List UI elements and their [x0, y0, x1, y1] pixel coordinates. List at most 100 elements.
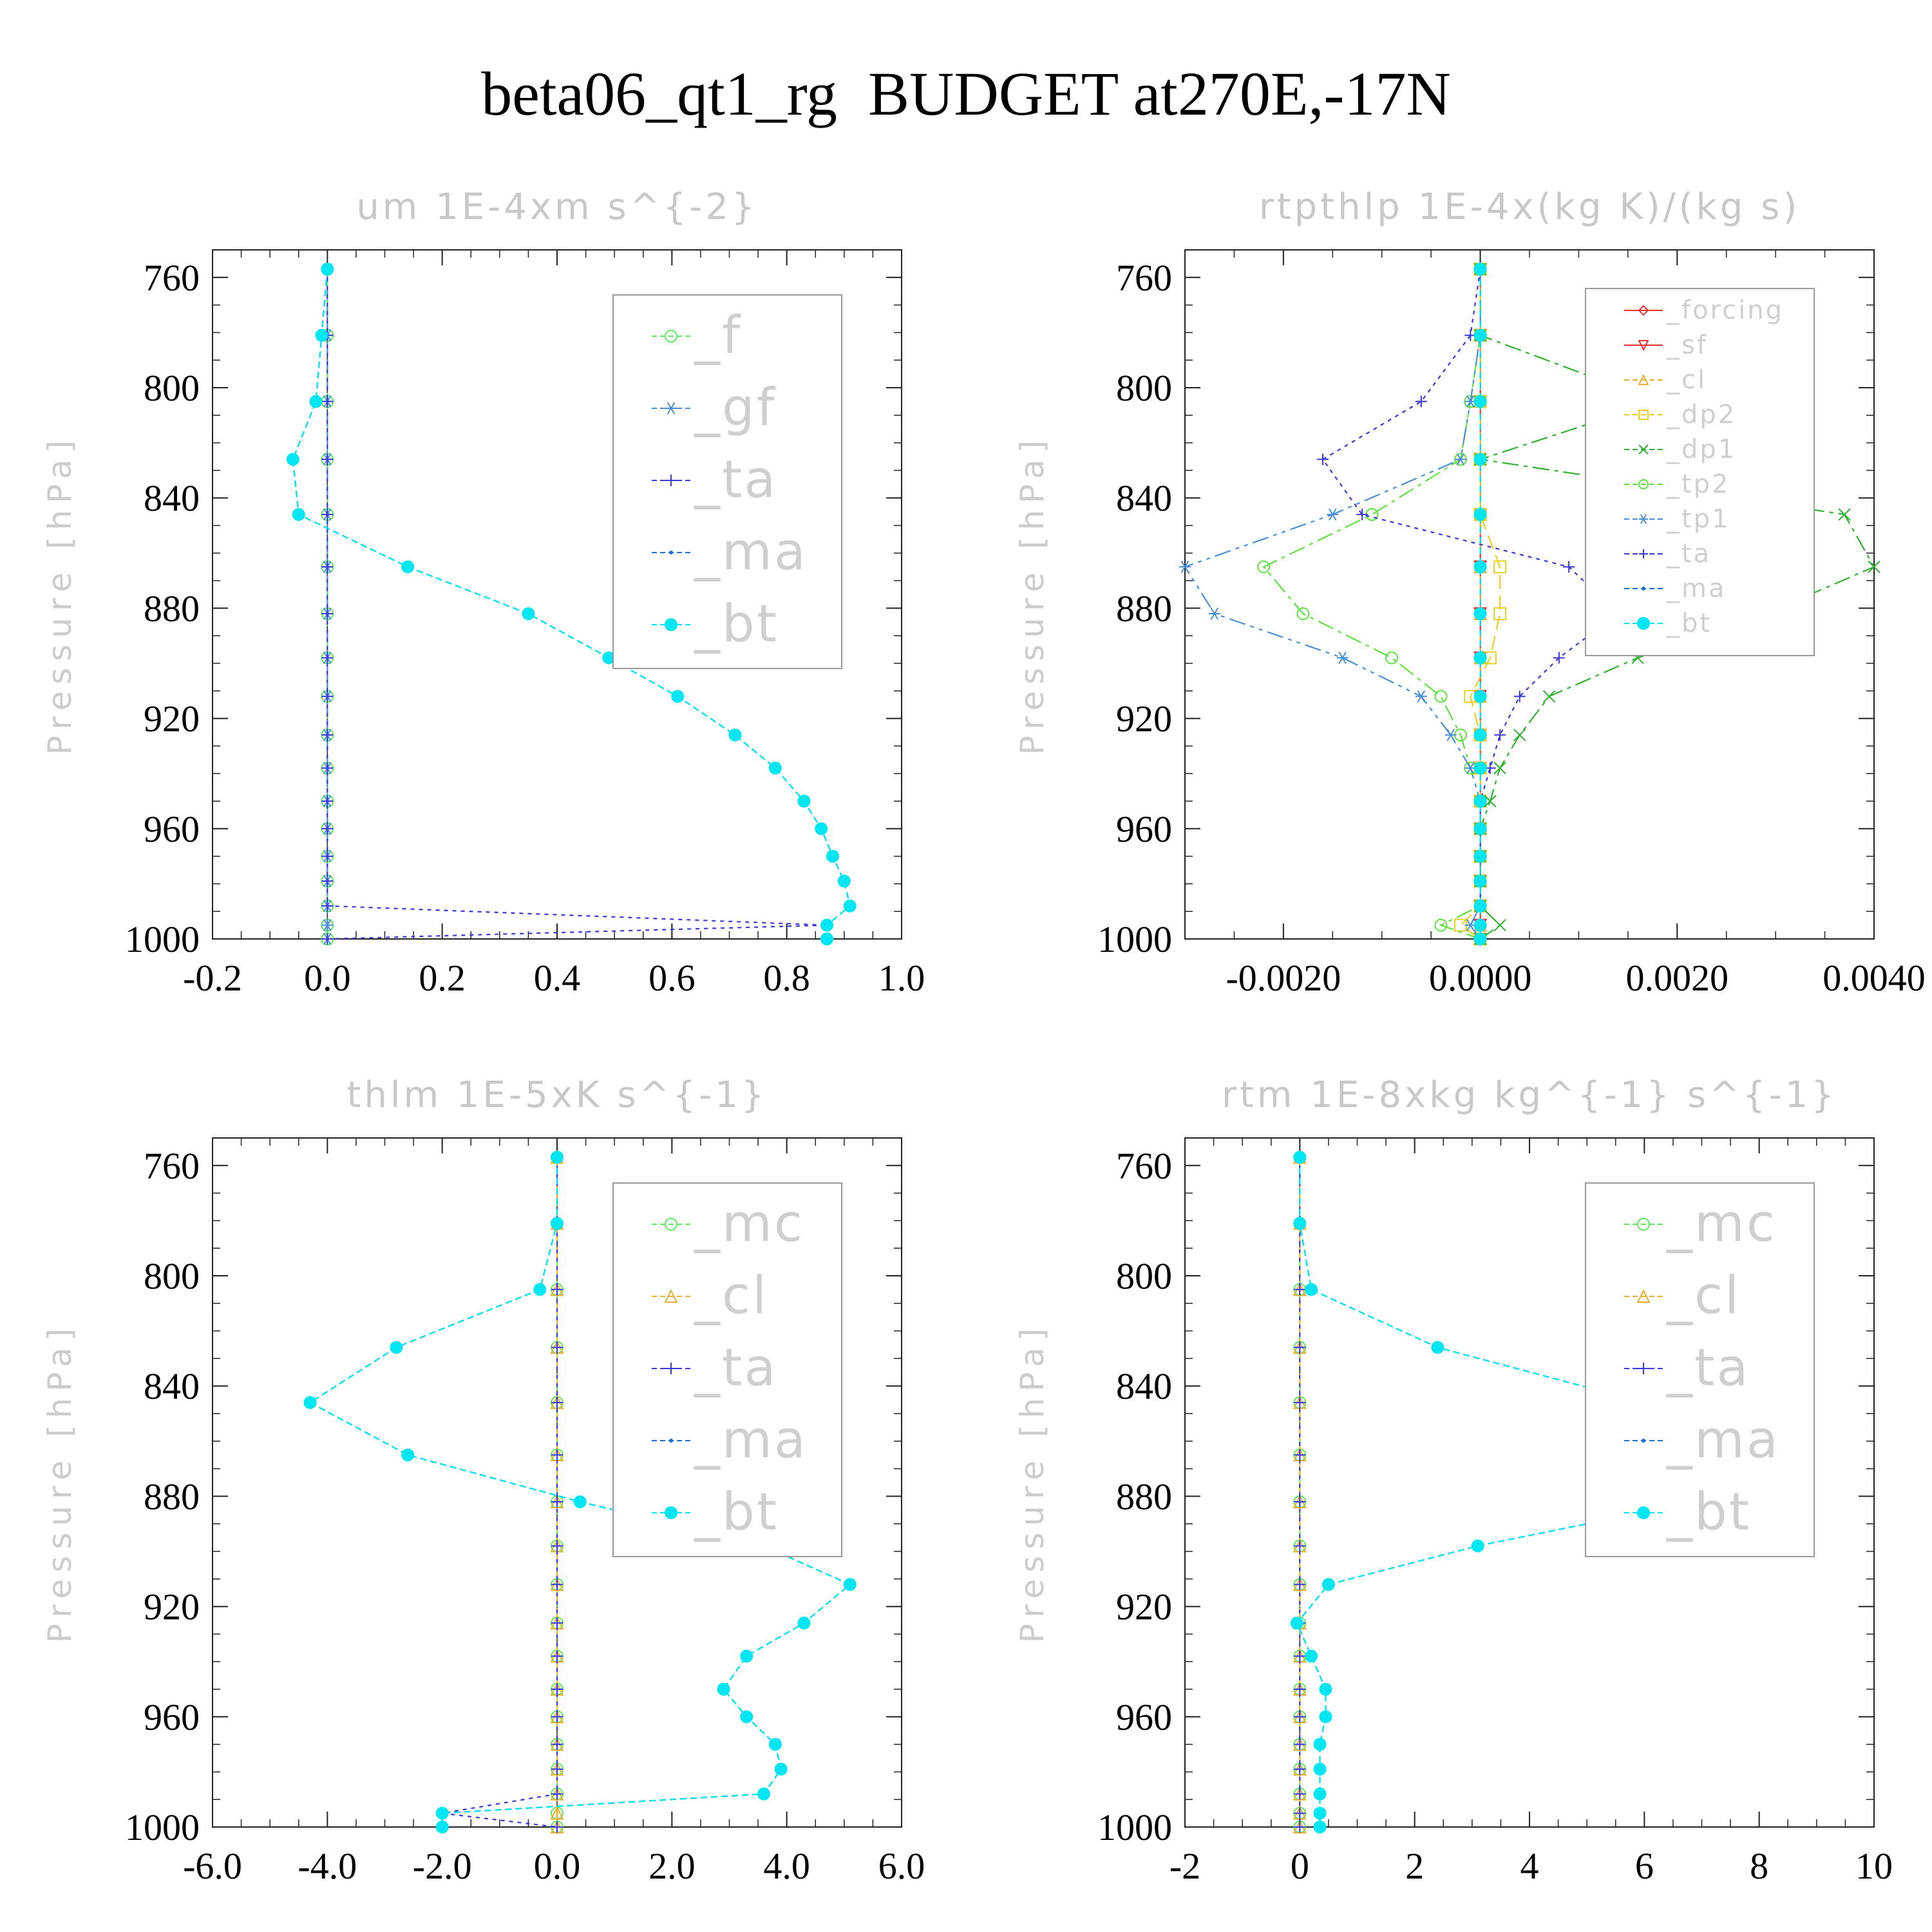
- data-point-ta: [551, 1449, 563, 1461]
- legend-marker: [1638, 479, 1649, 489]
- y-tick-label: 800: [1116, 1255, 1172, 1297]
- data-point-dp2: [1493, 607, 1507, 620]
- data-point-bt: [1290, 1616, 1303, 1630]
- data-point-ta: [1294, 1683, 1306, 1695]
- data-point-ta: [1317, 453, 1329, 466]
- legend-label: _ma: [1666, 574, 1726, 603]
- data-point-bt: [1321, 1578, 1335, 1591]
- legend-box: [1585, 288, 1815, 656]
- x-tick-label: 4: [1520, 1845, 1539, 1887]
- legend-box: [612, 1182, 842, 1557]
- data-point-dp1: [1493, 761, 1506, 775]
- legend-marker: [665, 1363, 677, 1374]
- data-point-ta: [1294, 1540, 1306, 1552]
- data-point-dp1: [1484, 795, 1497, 808]
- y-tick-label: 840: [1116, 1365, 1172, 1407]
- data-point-ta: [1294, 1650, 1306, 1662]
- x-tick-label: 0.0000: [1429, 957, 1532, 999]
- y-tick-label: 800: [144, 1255, 200, 1297]
- x-tick-label: 2.0: [649, 1845, 696, 1887]
- data-point-ta: [1563, 561, 1575, 573]
- legend-item: _bt: [1624, 609, 1712, 638]
- legend-marker: [1638, 410, 1649, 420]
- x-tick-label: 6.0: [878, 1845, 925, 1887]
- legend-marker: [665, 1506, 677, 1519]
- x-tick-label: 0: [1291, 1845, 1309, 1887]
- data-point-ta: [1513, 690, 1526, 703]
- data-point-ta: [551, 1683, 563, 1695]
- legend-item: _ma: [1624, 1410, 1778, 1470]
- data-point-ta: [1415, 395, 1427, 408]
- data-point-bt: [315, 328, 328, 342]
- series-line-ta: [442, 1157, 558, 1828]
- data-point-bt: [1473, 651, 1487, 665]
- legend-item: _cl: [652, 1265, 768, 1325]
- data-point-tp1: [1444, 728, 1457, 741]
- panel-title: rtm 1E-8xkg kg^{-1} s^{-1}: [1222, 1074, 1837, 1116]
- data-point-ta: [1294, 1283, 1306, 1296]
- y-tick-label: 960: [144, 808, 200, 850]
- data-point-bt: [815, 822, 828, 835]
- data-point-tp2: [1434, 918, 1448, 932]
- data-point-bt: [1473, 690, 1487, 703]
- x-tick-label: -0.2: [183, 957, 242, 999]
- legend-label: _bt: [1666, 609, 1712, 638]
- data-point-ta: [1294, 1788, 1306, 1800]
- data-point-bt: [309, 395, 323, 408]
- y-tick-label: 840: [144, 1365, 200, 1407]
- legend-label: _ma: [694, 522, 808, 582]
- legend-label: _tp2: [1666, 469, 1730, 499]
- legend-item: _dp1: [1624, 435, 1734, 464]
- data-point-tp1: [1179, 560, 1191, 573]
- data-point-ta: [551, 1495, 563, 1508]
- legend-label: _dp2: [1666, 400, 1736, 430]
- data-point-ta: [1294, 1449, 1306, 1461]
- y-tick-label: 920: [1116, 1586, 1172, 1628]
- y-tick-label: 800: [144, 367, 200, 409]
- legend-label: _bt: [1666, 1482, 1751, 1542]
- data-point-ta: [321, 607, 334, 620]
- legend-label: _f: [694, 305, 742, 365]
- legend-item: _forcing: [1624, 296, 1784, 325]
- legend-marker: [1638, 1363, 1649, 1374]
- data-point-tp2: [1296, 607, 1310, 620]
- legend-label: _mc: [1666, 1193, 1777, 1253]
- data-point-bt: [1319, 1683, 1332, 1696]
- data-point-bt: [401, 1448, 415, 1462]
- legend-label: _ta: [1666, 539, 1711, 569]
- legend-label: _cl: [694, 1265, 768, 1325]
- data-point-ta: [1356, 508, 1368, 520]
- data-point-tp1: [1415, 690, 1427, 703]
- data-point-bt: [1473, 262, 1487, 276]
- legend-label: _bt: [694, 1482, 779, 1542]
- series-line-tp1: [1184, 269, 1481, 940]
- legend-item: _ta: [1624, 1338, 1750, 1397]
- legend-item: _f: [652, 305, 742, 365]
- series-line-bt: [1296, 1157, 1766, 1827]
- legend: _mc _cl _ta _ma _bt: [1585, 1182, 1815, 1557]
- data-point-bt: [1473, 453, 1487, 466]
- data-point-bt: [1305, 1649, 1318, 1663]
- legend-label: _ta: [1666, 1338, 1750, 1397]
- data-point-gf: [321, 919, 334, 932]
- data-point-bt: [1471, 1539, 1484, 1553]
- legend-marker: [1638, 374, 1649, 385]
- legend-item: _bt: [1624, 1482, 1751, 1542]
- data-point-bt: [843, 1578, 857, 1591]
- chart-panel-1: um 1E-4xm s^{-2} Pressure [hPa] -0.2 0.0 0.2…: [41, 186, 925, 999]
- data-point-ta: [321, 690, 334, 703]
- data-point-dp1: [1513, 728, 1526, 741]
- data-point-dp1: [1493, 918, 1506, 932]
- data-point-tp1: [1208, 607, 1220, 620]
- legend-label: _sf: [1666, 330, 1708, 360]
- y-tick-label: 960: [1116, 1696, 1172, 1738]
- data-point-bt: [757, 1787, 770, 1801]
- legend-item: _tp2: [1624, 469, 1730, 499]
- data-point-bt: [1313, 1806, 1327, 1820]
- data-point-ta: [1294, 1396, 1306, 1408]
- legend-marker: [1638, 444, 1649, 455]
- data-point-ta: [551, 1763, 563, 1776]
- legend-marker: [669, 1439, 673, 1443]
- y-tick-label: 880: [144, 587, 200, 629]
- legend-label: _forcing: [1666, 296, 1784, 325]
